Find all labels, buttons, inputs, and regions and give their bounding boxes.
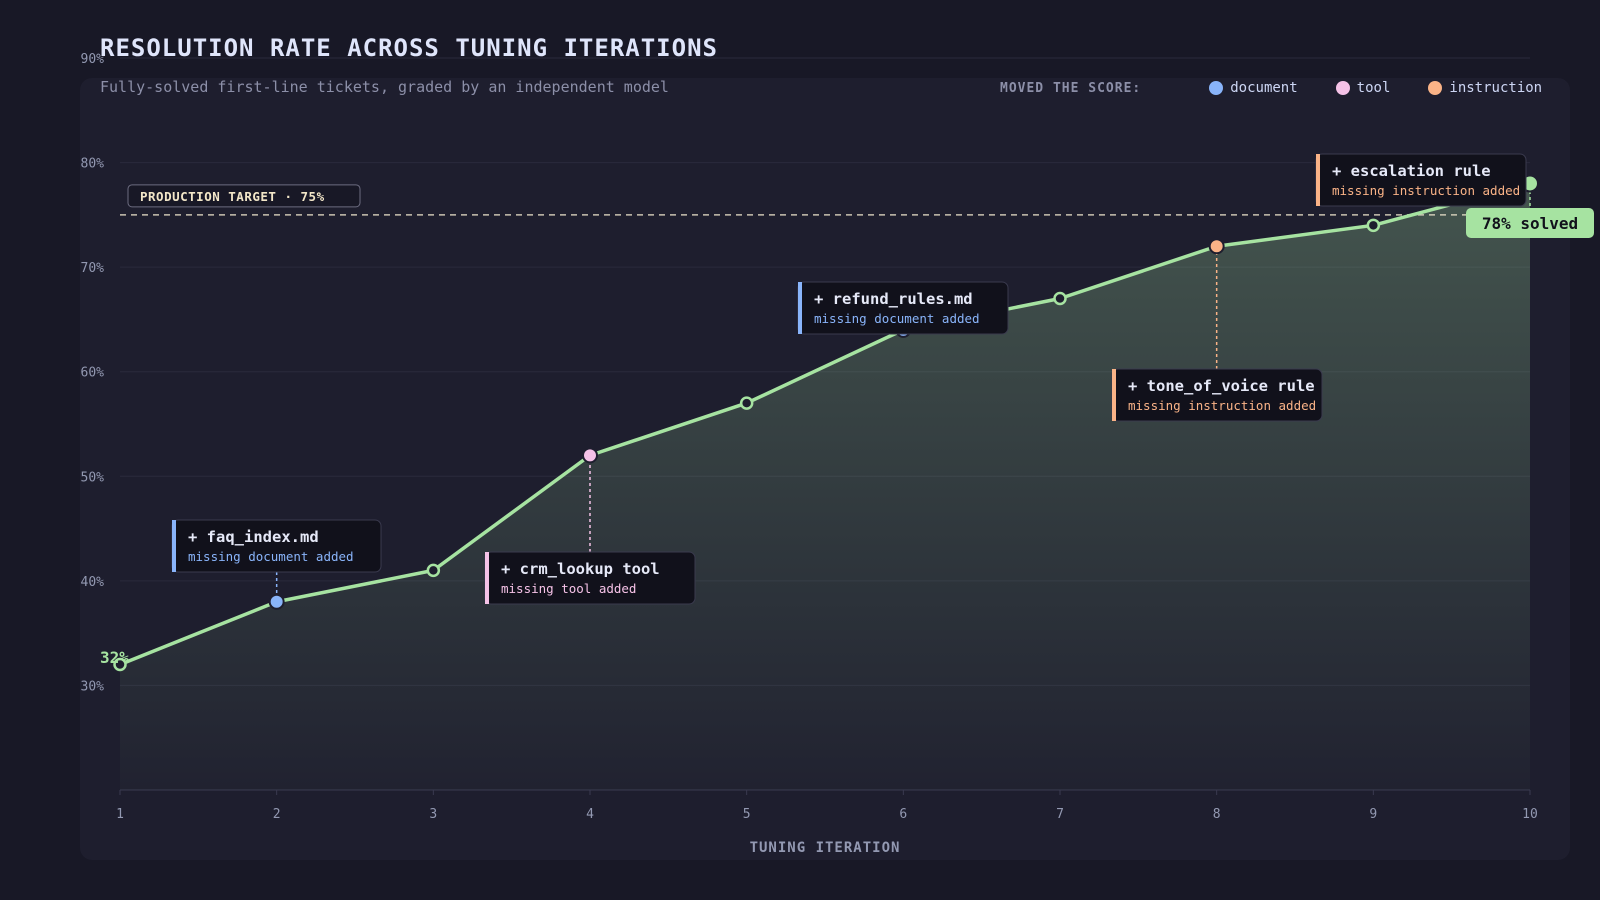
- x-tick-label: 1: [116, 807, 124, 822]
- callout-title: + escalation rule: [1332, 162, 1491, 180]
- y-tick-label: 70%: [81, 261, 105, 276]
- end-badge: [1466, 208, 1594, 238]
- callout-tool: + crm_lookup tool missing tool added: [484, 551, 696, 605]
- x-tick-label: 2: [273, 807, 281, 822]
- x-tick-label: 7: [1056, 807, 1064, 822]
- x-tick-label: 5: [743, 807, 751, 822]
- legend-item-tool: tool: [1335, 80, 1391, 96]
- target-label: PRODUCTION TARGET · 75%: [140, 189, 325, 204]
- legend-title: MOVED THE SCORE:: [1000, 80, 1142, 96]
- legend-item-document: document: [1209, 80, 1298, 96]
- legend-swatch-instruction: [1428, 81, 1443, 95]
- x-axis-label: TUNING ITERATION: [750, 840, 901, 856]
- data-point-instruction: [1208, 238, 1225, 255]
- legend-label-document: document: [1230, 80, 1298, 96]
- data-point-tool: [582, 447, 598, 464]
- data-point: [739, 396, 754, 410]
- callout-subtitle: missing document added: [188, 549, 354, 564]
- y-tick-label: 50%: [81, 470, 105, 485]
- legend-label-tool: tool: [1356, 80, 1391, 96]
- legend-swatch-document: [1209, 81, 1224, 95]
- series-line: [118, 181, 1532, 667]
- data-point: [426, 563, 441, 578]
- end-value-label: 78% solved: [1482, 214, 1578, 233]
- x-tick-label: 3: [429, 807, 437, 822]
- callout-subtitle: missing instruction added: [1332, 183, 1520, 198]
- x-tick-label: 8: [1213, 807, 1221, 822]
- x-tick-label: 4: [586, 807, 594, 822]
- y-tick-label: 90%: [81, 52, 105, 67]
- x-tick-label: 10: [1522, 807, 1538, 822]
- callout-instruction: + escalation rule missing instruction add…: [1315, 153, 1527, 207]
- chart-subtitle: Fully-solved first-line tickets, graded …: [100, 78, 669, 96]
- target-label-box: [127, 184, 361, 208]
- legend: MOVED THE SCORE: document tool instructi…: [1000, 78, 1542, 98]
- chart-title: RESOLUTION RATE ACROSS TUNING ITERATIONS: [100, 34, 718, 62]
- legend-item-instruction: instruction: [1428, 80, 1542, 96]
- callout-subtitle: missing document added: [814, 311, 980, 326]
- callout-title: + tone_of_voice rule: [1128, 377, 1315, 395]
- data-point-document: [268, 593, 285, 610]
- legend-swatch-tool: [1335, 81, 1350, 95]
- callout-accent: [1112, 369, 1116, 421]
- callout-accent: [1316, 154, 1320, 206]
- y-tick-label: 80%: [81, 157, 105, 172]
- x-tick-label: 6: [899, 807, 907, 822]
- callout-title: + faq_index.md: [188, 528, 319, 546]
- callout-subtitle: missing instruction added: [1128, 398, 1316, 413]
- area-fill: [120, 183, 1530, 790]
- y-tick-label: 40%: [81, 575, 105, 590]
- callout-accent: [485, 552, 489, 604]
- x-tick-label: 9: [1369, 807, 1377, 822]
- data-point: [1053, 291, 1067, 306]
- y-tick-label: 60%: [81, 366, 105, 381]
- callout-accent: [172, 520, 176, 572]
- legend-label-instruction: instruction: [1449, 80, 1543, 96]
- callout-title: + refund_rules.md: [814, 290, 973, 308]
- callout-accent: [798, 282, 802, 334]
- callout-title: + crm_lookup tool: [501, 560, 660, 578]
- callout-subtitle: missing tool added: [501, 581, 636, 596]
- data-point: [1366, 218, 1381, 233]
- data-point: [113, 657, 127, 672]
- y-tick-label: 30%: [81, 679, 105, 694]
- start-value-label: 32%: [100, 648, 129, 667]
- callout-instruction: + tone_of_voice rule missing instruction …: [1111, 368, 1323, 422]
